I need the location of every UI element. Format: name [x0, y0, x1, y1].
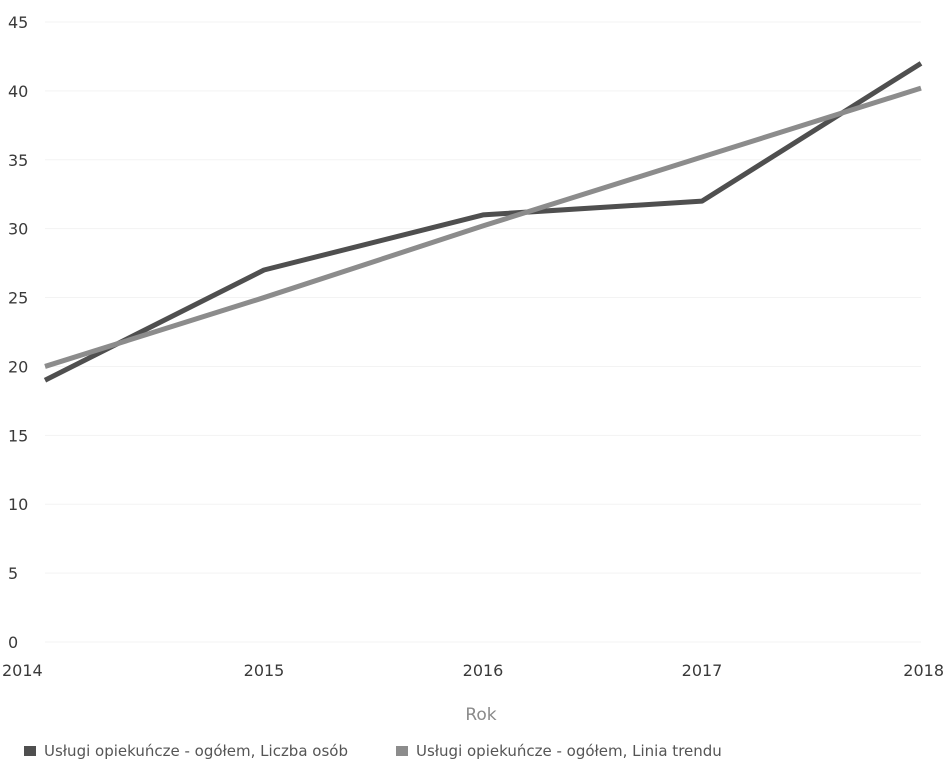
grid-lines	[45, 21, 921, 643]
x-tick-label: 2017	[682, 661, 723, 680]
legend-label-series-2: Usługi opiekuńcze - ogółem, Linia trendu	[415, 742, 722, 760]
legend-swatch-series-2	[395, 746, 408, 756]
legend-label-series-1: Usługi opiekuńcze - ogółem, Liczba osób	[44, 742, 348, 760]
series-line-1[interactable]	[43, 61, 923, 383]
legend: Usługi opiekuńcze - ogółem, Liczba osób …	[24, 742, 722, 760]
y-tick-label: 25	[8, 289, 28, 308]
y-tick-label: 0	[8, 633, 18, 652]
y-tick-label: 5	[8, 564, 18, 583]
x-tick-label: 2015	[244, 661, 285, 680]
y-tick-label: 45	[8, 13, 28, 32]
y-axis-ticks: 0 5 10 15 20 25 30 35 40 45	[8, 13, 28, 652]
series-lines	[43, 61, 923, 383]
legend-item-series-1[interactable]: Usługi opiekuńcze - ogółem, Liczba osób	[24, 742, 348, 760]
x-axis-title: Rok	[465, 705, 496, 725]
x-tick-label: 2014	[2, 661, 43, 680]
y-tick-label: 10	[8, 495, 28, 514]
x-axis-ticks: 2014 2015 2016 2017 2018	[2, 661, 944, 680]
y-tick-label: 40	[8, 82, 28, 101]
y-tick-label: 30	[8, 220, 28, 239]
legend-swatch-series-1	[24, 746, 36, 756]
y-tick-label: 15	[8, 426, 28, 445]
x-tick-label: 2016	[463, 661, 504, 680]
legend-item-series-2[interactable]: Usługi opiekuńcze - ogółem, Linia trendu	[395, 742, 722, 760]
y-tick-label: 35	[8, 151, 28, 170]
x-tick-label: 2018	[903, 661, 944, 680]
y-tick-label: 20	[8, 357, 28, 376]
series-line-2[interactable]	[44, 85, 922, 369]
